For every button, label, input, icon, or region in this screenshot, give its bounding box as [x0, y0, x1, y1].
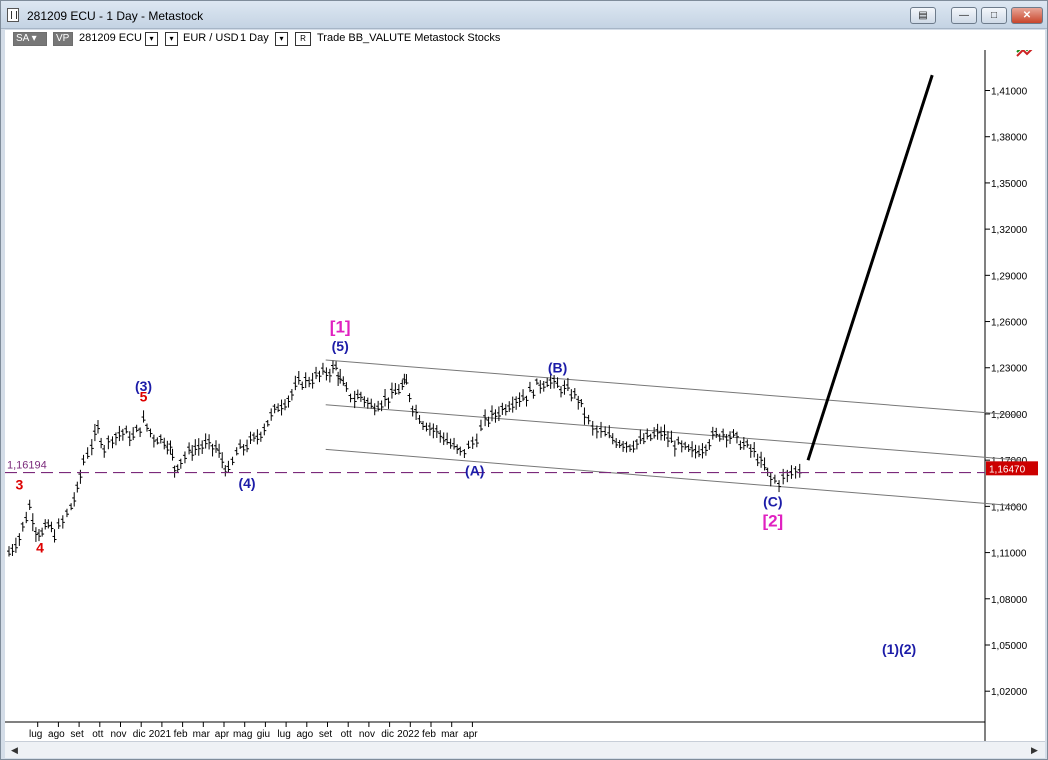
- x-tick-label: ago: [296, 729, 313, 740]
- y-tick-label: 1,02000: [991, 687, 1028, 698]
- wave-label: (4): [238, 475, 255, 491]
- chart-toolbar: SA ▾ VP 281209 ECU ▾ ▾ EUR / USD 1 Day ▾…: [5, 30, 1045, 50]
- document-icon: [7, 8, 19, 22]
- y-tick-label: 1,35000: [991, 179, 1028, 190]
- sa-label: SA: [16, 33, 29, 44]
- y-tick-label: 1,41000: [991, 87, 1028, 98]
- x-tick-label: feb: [174, 729, 188, 740]
- x-tick-label: mar: [193, 729, 211, 740]
- plot-background: [5, 30, 1045, 741]
- last-price-label: 1,16470: [989, 464, 1026, 475]
- wave-label: (C): [763, 493, 782, 509]
- maximize-button[interactable]: □: [981, 7, 1007, 24]
- y-tick-label: 1,26000: [991, 318, 1028, 329]
- x-tick-label: 2021: [149, 729, 172, 740]
- wave-label: 5: [140, 389, 148, 405]
- x-tick-label: mar: [441, 729, 459, 740]
- instrument-dropdown-icon[interactable]: ▾: [165, 32, 178, 46]
- horizontal-scrollbar[interactable]: ◀ ▶: [5, 741, 1045, 758]
- restore-all-icon[interactable]: ▤: [910, 7, 936, 24]
- x-tick-label: ott: [341, 729, 352, 740]
- x-tick-label: dic: [133, 729, 146, 740]
- symbol-label: 281209 ECU: [79, 32, 142, 44]
- channel-line: [325, 404, 1022, 461]
- x-tick-label: giu: [257, 729, 270, 740]
- x-tick-label: nov: [110, 729, 126, 740]
- x-tick-label: set: [70, 729, 84, 740]
- scroll-right-icon[interactable]: ▶: [1031, 745, 1038, 755]
- x-tick-label: dic: [381, 729, 394, 740]
- channel-line: [325, 448, 1022, 507]
- y-tick-label: 1,38000: [991, 133, 1028, 144]
- x-tick-label: set: [319, 729, 333, 740]
- y-tick-label: 1,29000: [991, 271, 1028, 282]
- scroll-left-icon[interactable]: ◀: [11, 745, 18, 755]
- x-tick-label: apr: [463, 729, 478, 740]
- y-tick-label: 1,08000: [991, 595, 1028, 606]
- x-tick-label: feb: [422, 729, 436, 740]
- x-tick-label: lug: [277, 729, 290, 740]
- trend-down-icon: [1016, 47, 1034, 57]
- wave-label: 3: [15, 476, 23, 492]
- minimize-button[interactable]: —: [951, 7, 977, 24]
- wave-label: (3): [135, 378, 152, 394]
- x-tick-label: 2022: [397, 729, 420, 740]
- wave-label: [1]: [330, 317, 351, 336]
- y-tick-label: 1,20000: [991, 410, 1028, 421]
- symbol-dropdown-icon[interactable]: ▾: [145, 32, 158, 46]
- wave-label: (B): [548, 359, 567, 375]
- wave-label: (5): [332, 338, 349, 354]
- r-button[interactable]: R: [295, 32, 311, 46]
- instrument-label: EUR / USD: [183, 32, 239, 44]
- x-tick-label: lug: [29, 729, 42, 740]
- x-tick-label: mag: [233, 729, 252, 740]
- vp-button[interactable]: VP: [53, 32, 73, 46]
- price-chart[interactable]: 1,41000 1,38000 1,35000 1,32000 1,29000 1,260…: [5, 30, 1045, 743]
- y-tick-label: 1,32000: [991, 225, 1028, 236]
- y-tick-label: 1,23000: [991, 364, 1028, 375]
- y-tick-label: 1,11000: [991, 549, 1027, 560]
- toolbar-items: Trade BB_VALUTE Metastock Stocks: [317, 32, 501, 44]
- sa-button[interactable]: SA ▾: [13, 32, 47, 46]
- title-bar[interactable]: 281209 ECU - 1 Day - Metastock ▤ — □ ✕: [1, 1, 1047, 29]
- chart-canvas[interactable]: 1,41000 1,38000 1,35000 1,32000 1,29000 1,260…: [5, 30, 1045, 741]
- wave-label: [2]: [762, 511, 783, 530]
- window-title: 281209 ECU - 1 Day - Metastock: [27, 9, 204, 23]
- close-button[interactable]: ✕: [1011, 7, 1043, 24]
- projection-line: [806, 74, 934, 461]
- x-tick-label: nov: [359, 729, 375, 740]
- x-tick-label: ago: [48, 729, 65, 740]
- period-label: 1 Day: [240, 32, 269, 44]
- wave-label: 4: [36, 540, 44, 556]
- wave-label: (1)(2): [882, 641, 916, 657]
- wave-label: (A): [465, 463, 484, 479]
- x-tick-label: ott: [92, 729, 103, 740]
- x-tick-label: apr: [215, 729, 230, 740]
- y-tick-label: 1,05000: [991, 641, 1028, 652]
- period-dropdown-icon[interactable]: ▾: [275, 32, 288, 46]
- channel-line: [325, 359, 1022, 416]
- reference-line-label: 1,16194: [7, 460, 47, 472]
- last-price-box: [986, 461, 1038, 476]
- y-tick-label: 1,14000: [991, 502, 1028, 513]
